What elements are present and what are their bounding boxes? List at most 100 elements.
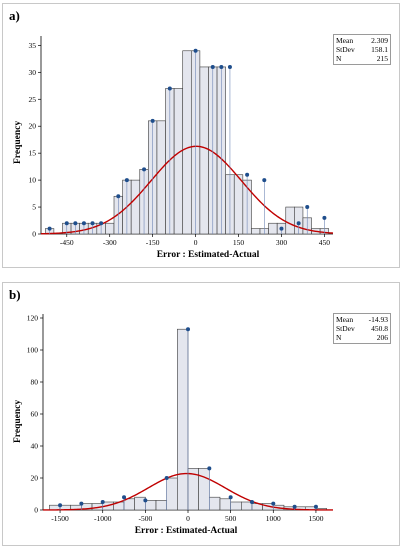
data-point bbox=[228, 495, 233, 500]
data-point bbox=[116, 194, 121, 199]
normal-fit-curve bbox=[40, 145, 334, 235]
stat-n-row: N 206 bbox=[336, 333, 388, 342]
data-point bbox=[164, 476, 169, 480]
y-tick-label: 15 bbox=[29, 149, 37, 158]
data-point bbox=[150, 118, 155, 123]
stat-mean-label: Mean bbox=[336, 315, 354, 324]
data-point bbox=[245, 172, 250, 177]
data-point bbox=[296, 221, 301, 226]
stat-stdev-row: StDev 450.8 bbox=[336, 324, 388, 333]
stat-mean-value: -14.93 bbox=[368, 315, 388, 324]
data-point bbox=[292, 504, 297, 509]
y-tick-label: 20 bbox=[29, 122, 37, 131]
histogram-bar bbox=[251, 228, 261, 235]
data-point bbox=[279, 226, 284, 231]
y-tick-label: 35 bbox=[29, 41, 37, 50]
panel-label-a: a) bbox=[9, 8, 20, 23]
histogram-bar bbox=[219, 498, 231, 511]
x-tick-label: -500 bbox=[138, 514, 152, 523]
histogram-bar bbox=[145, 500, 157, 511]
histogram-bar bbox=[230, 501, 242, 511]
histogram-bar bbox=[182, 50, 192, 235]
data-point bbox=[58, 503, 63, 508]
y-tick-label: 60 bbox=[31, 410, 39, 419]
data-point bbox=[313, 504, 318, 509]
data-point bbox=[143, 498, 148, 503]
histogram-bar bbox=[209, 496, 221, 511]
histogram-bar bbox=[166, 477, 178, 511]
stat-stdev-value: 158.1 bbox=[371, 45, 388, 54]
data-point bbox=[90, 221, 95, 226]
y-tick-label: 5 bbox=[32, 203, 36, 212]
y-tick-label: 40 bbox=[31, 442, 39, 451]
x-tick-label: -450 bbox=[60, 238, 74, 247]
stat-stdev-row: StDev 158.1 bbox=[336, 45, 388, 54]
x-tick-label: -150 bbox=[146, 238, 160, 247]
histogram-bar bbox=[285, 206, 295, 235]
histogram-bar bbox=[130, 179, 141, 235]
data-point bbox=[122, 495, 127, 500]
x-tick-label: 1500 bbox=[308, 514, 323, 523]
stat-n-row: N 215 bbox=[336, 54, 388, 63]
histogram-panel-b: b) -1500 -1000 -500 0 500 1000 1500 0 20 40 60 80 10… bbox=[2, 282, 400, 546]
stat-stdev-label: StDev bbox=[336, 324, 355, 333]
data-point bbox=[167, 86, 172, 91]
y-tick-label: 0 bbox=[34, 506, 38, 515]
data-point bbox=[219, 64, 224, 69]
stat-mean-value: 2.309 bbox=[371, 36, 388, 45]
histogram-bar bbox=[177, 328, 189, 511]
stat-stdev-value: 450.8 bbox=[371, 324, 388, 333]
stats-box-b: Mean -14.93 StDev 450.8 N 206 bbox=[333, 313, 391, 344]
data-point bbox=[207, 466, 212, 471]
y-tick-label: 10 bbox=[29, 176, 37, 185]
x-tick-label: -1500 bbox=[51, 514, 69, 523]
data-point bbox=[73, 221, 78, 226]
data-point bbox=[100, 500, 105, 504]
stats-box-a: Mean 2.309 StDev 158.1 N 215 bbox=[333, 34, 391, 65]
stat-n-value: 206 bbox=[376, 333, 388, 342]
histogram-bar bbox=[105, 222, 115, 235]
x-tick-label: -1000 bbox=[94, 514, 112, 523]
stat-n-label: N bbox=[336, 333, 342, 342]
y-axis-label-a: Frequency bbox=[13, 120, 23, 164]
data-point bbox=[210, 64, 215, 69]
y-axis-label-b: Frequency bbox=[13, 399, 23, 443]
data-point bbox=[99, 221, 104, 226]
histogram-chart-a: -450 -300 -150 0 150 300 450 0 5 10 15 20 25 30 35 bbox=[29, 36, 334, 247]
y-tick-label: 80 bbox=[31, 378, 39, 387]
x-axis-label-b: Error : Estimated-Actual bbox=[134, 526, 238, 536]
x-tick-label: 150 bbox=[233, 238, 245, 247]
histogram-bar bbox=[268, 222, 278, 235]
stat-stdev-label: StDev bbox=[336, 45, 355, 54]
panel-label-b: b) bbox=[9, 287, 21, 302]
stat-mean-row: Mean 2.309 bbox=[336, 36, 388, 45]
data-point bbox=[186, 327, 190, 332]
data-point bbox=[305, 205, 310, 210]
histogram-bar bbox=[155, 500, 167, 511]
y-tick-label: 25 bbox=[29, 95, 37, 104]
histogram-bar bbox=[198, 468, 210, 511]
data-point bbox=[193, 48, 198, 53]
y-tick-label: 30 bbox=[29, 68, 37, 77]
histogram-bar bbox=[233, 174, 244, 235]
histogram-panel-a: a) -450 -300 -150 0 150 300 450 0 5 10 15 20 25 30 35 … bbox=[2, 3, 400, 268]
data-point bbox=[227, 64, 232, 69]
y-tick-label: 100 bbox=[27, 346, 39, 355]
data-point bbox=[124, 178, 129, 183]
data-point bbox=[322, 215, 327, 220]
x-tick-label: 1000 bbox=[266, 514, 281, 523]
stat-n-label: N bbox=[336, 54, 342, 63]
histogram-bar bbox=[173, 88, 184, 235]
data-point bbox=[262, 178, 267, 183]
y-tick-label: 0 bbox=[32, 230, 36, 239]
x-tick-label: 300 bbox=[276, 238, 288, 247]
stat-n-value: 215 bbox=[376, 54, 388, 63]
x-tick-label: -300 bbox=[103, 238, 117, 247]
x-tick-label: 500 bbox=[225, 514, 237, 523]
stat-mean-label: Mean bbox=[336, 36, 354, 45]
histogram-bar bbox=[123, 498, 135, 511]
histogram-bar bbox=[199, 66, 209, 235]
data-point bbox=[142, 167, 147, 172]
data-point bbox=[64, 221, 69, 226]
x-tick-label: 0 bbox=[194, 238, 198, 247]
